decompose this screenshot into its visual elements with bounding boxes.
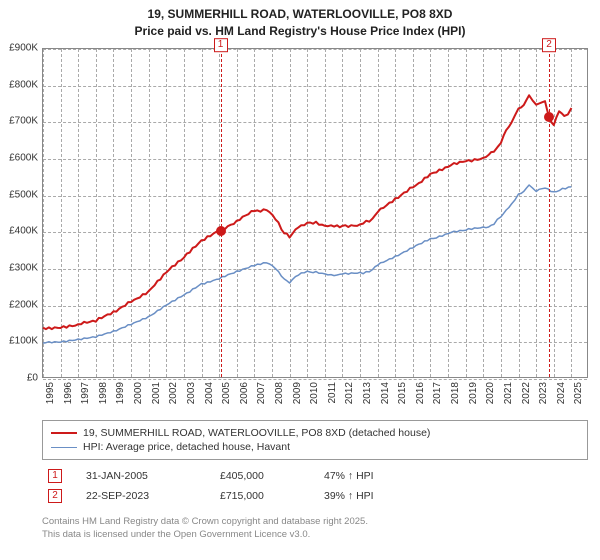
legend-item-price-paid: 19, SUMMERHILL ROAD, WATERLOOVILLE, PO8 …	[51, 427, 579, 439]
sale-vline	[221, 49, 222, 377]
sale-index-box: 1	[48, 469, 62, 483]
x-tick-label: 2022	[521, 382, 532, 404]
sale-marker	[544, 112, 554, 122]
sale-price: £405,000	[220, 470, 300, 482]
title-subtitle: Price paid vs. HM Land Registry's House …	[0, 23, 600, 40]
legend: 19, SUMMERHILL ROAD, WATERLOOVILLE, PO8 …	[42, 420, 588, 460]
x-tick-label: 2018	[450, 382, 461, 404]
attribution-footer: Contains HM Land Registry data © Crown c…	[42, 516, 588, 542]
x-tick-label: 2013	[362, 382, 373, 404]
y-tick-label: £400K	[0, 226, 42, 237]
sale-index-box: 2	[48, 489, 62, 503]
sale-marker-label: 1	[214, 38, 228, 52]
series-price-paid-line	[43, 49, 589, 379]
chart-plot-area: 12	[42, 48, 588, 378]
x-tick-label: 2003	[186, 382, 197, 404]
x-tick-label: 2016	[415, 382, 426, 404]
x-tick-label: 2024	[556, 382, 567, 404]
x-tick-label: 2017	[432, 382, 443, 404]
x-tick-label: 2009	[292, 382, 303, 404]
y-tick-label: £300K	[0, 263, 42, 274]
x-tick-label: 2006	[239, 382, 250, 404]
sale-row: 1 31-JAN-2005 £405,000 47% ↑ HPI	[42, 466, 588, 486]
sale-marker-label: 2	[542, 38, 556, 52]
sale-hpi-note: 39% ↑ HPI	[324, 490, 582, 502]
x-tick-label: 2005	[221, 382, 232, 404]
footer-line1: Contains HM Land Registry data © Crown c…	[42, 516, 588, 529]
sale-marker	[216, 226, 226, 236]
x-tick-label: 1995	[45, 382, 56, 404]
x-tick-label: 2025	[573, 382, 584, 404]
x-tick-label: 2010	[309, 382, 320, 404]
x-tick-label: 2019	[468, 382, 479, 404]
x-tick-label: 2021	[503, 382, 514, 404]
legend-item-hpi: HPI: Average price, detached house, Hava…	[51, 441, 579, 453]
sale-date: 31-JAN-2005	[86, 470, 196, 482]
x-tick-label: 2023	[538, 382, 549, 404]
x-tick-label: 2014	[380, 382, 391, 404]
x-tick-label: 2007	[256, 382, 267, 404]
y-tick-label: £900K	[0, 43, 42, 54]
x-tick-label: 2015	[397, 382, 408, 404]
y-tick-label: £800K	[0, 79, 42, 90]
sale-date: 22-SEP-2023	[86, 490, 196, 502]
x-tick-label: 1996	[63, 382, 74, 404]
x-tick-label: 2011	[327, 382, 338, 404]
x-tick-label: 1997	[80, 382, 91, 404]
y-tick-label: £200K	[0, 299, 42, 310]
x-tick-label: 2004	[204, 382, 215, 404]
footer-line2: This data is licensed under the Open Gov…	[42, 529, 588, 542]
sale-price: £715,000	[220, 490, 300, 502]
chart-title-block: 19, SUMMERHILL ROAD, WATERLOOVILLE, PO8 …	[0, 0, 600, 42]
y-tick-label: £700K	[0, 116, 42, 127]
x-tick-label: 2008	[274, 382, 285, 404]
title-address: 19, SUMMERHILL ROAD, WATERLOOVILLE, PO8 …	[0, 6, 600, 23]
x-tick-label: 1998	[98, 382, 109, 404]
x-tick-label: 2001	[151, 382, 162, 404]
y-tick-label: £100K	[0, 336, 42, 347]
legend-label-hpi: HPI: Average price, detached house, Hava…	[83, 441, 290, 453]
x-tick-label: 2012	[344, 382, 355, 404]
legend-label-price-paid: 19, SUMMERHILL ROAD, WATERLOOVILLE, PO8 …	[83, 427, 430, 439]
sale-hpi-note: 47% ↑ HPI	[324, 470, 582, 482]
sales-table: 1 31-JAN-2005 £405,000 47% ↑ HPI 2 22-SE…	[42, 466, 588, 506]
legend-swatch-price-paid	[51, 432, 77, 434]
sale-row: 2 22-SEP-2023 £715,000 39% ↑ HPI	[42, 486, 588, 506]
y-tick-label: £500K	[0, 189, 42, 200]
sale-vline	[549, 49, 550, 377]
x-tick-label: 2020	[485, 382, 496, 404]
x-tick-label: 2002	[168, 382, 179, 404]
x-tick-label: 2000	[133, 382, 144, 404]
y-tick-label: £600K	[0, 153, 42, 164]
y-tick-label: £0	[0, 373, 42, 384]
x-tick-label: 1999	[115, 382, 126, 404]
legend-swatch-hpi	[51, 447, 77, 448]
